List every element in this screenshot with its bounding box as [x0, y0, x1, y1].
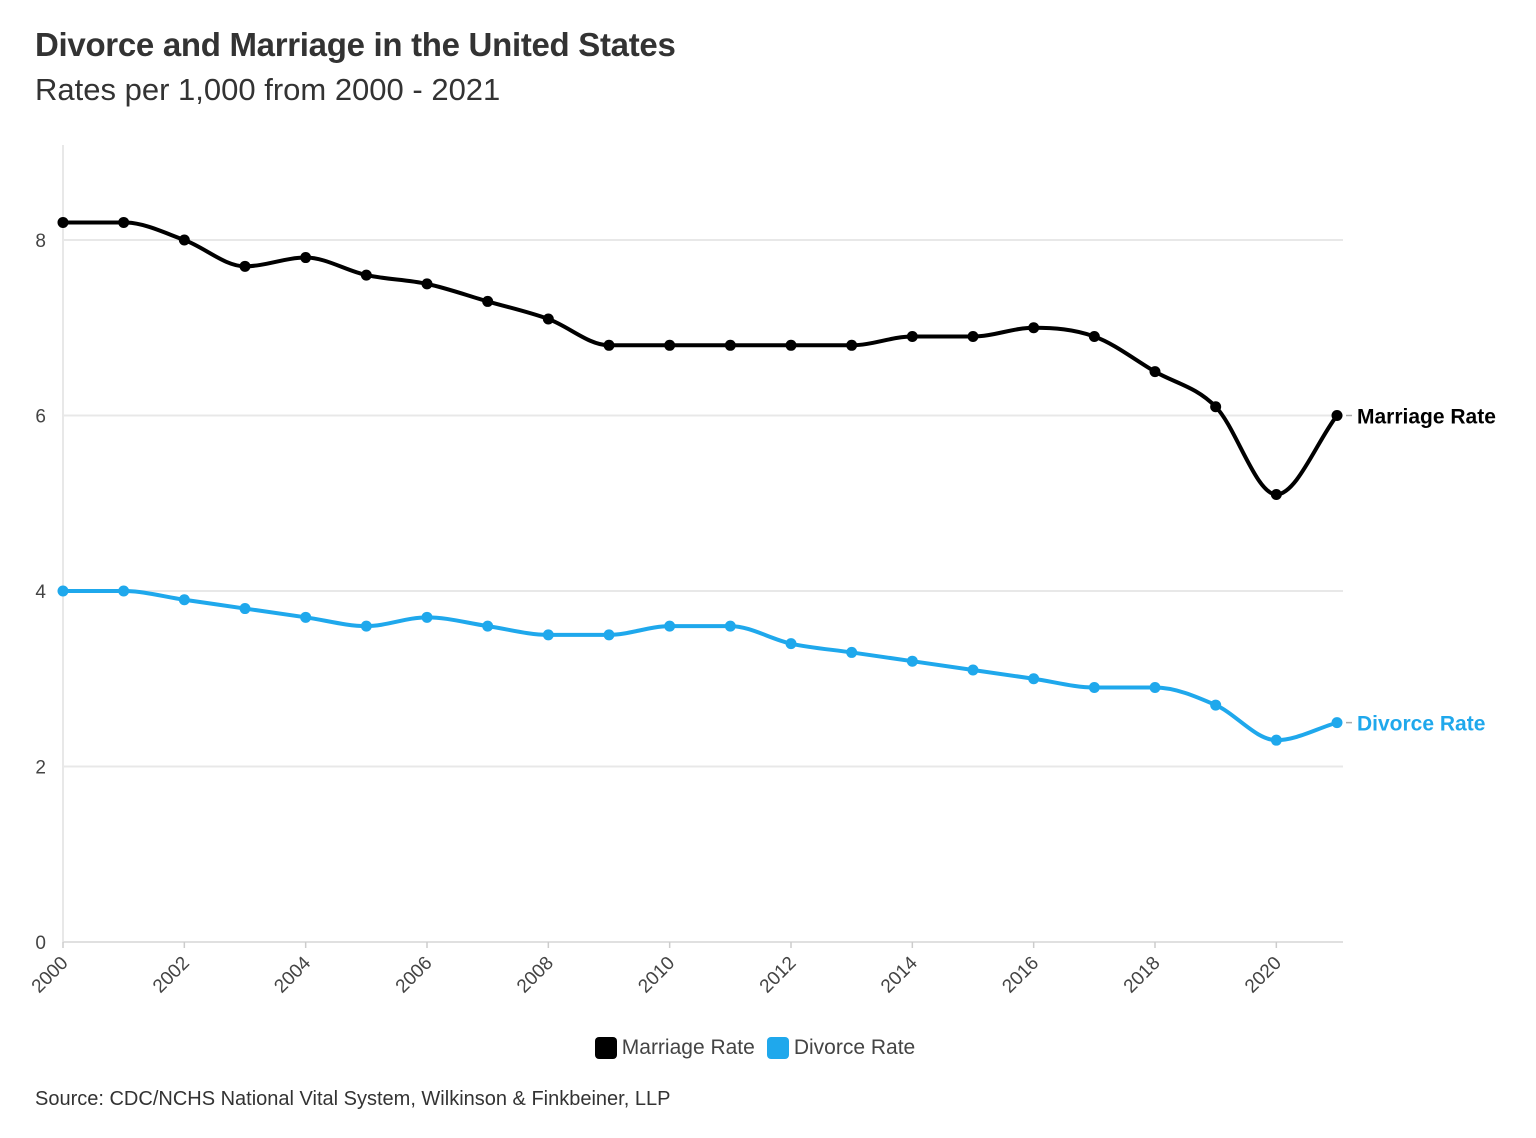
legend: Marriage Rate Divorce Rate [0, 1036, 1510, 1060]
series-end-label: Marriage Rate [1357, 406, 1496, 429]
x-tick-label: 2004 [270, 952, 315, 997]
chart-title: Divorce and Marriage in the United State… [35, 26, 676, 63]
x-tick-label: 2016 [998, 953, 1043, 998]
data-point [1210, 401, 1222, 413]
legend-label: Marriage Rate [621, 1036, 755, 1059]
data-point [421, 278, 433, 290]
x-tick-label: 2008 [513, 953, 558, 998]
x-tick-label: 2000 [28, 953, 73, 998]
data-point [300, 252, 312, 264]
data-point [178, 594, 190, 606]
data-point [1270, 734, 1282, 746]
y-tick-label: 4 [35, 582, 46, 603]
x-tick-label: 2006 [392, 953, 437, 998]
series-line-0 [62, 220, 1339, 497]
data-point [724, 620, 736, 632]
data-point [664, 339, 676, 351]
data-point [603, 339, 615, 351]
legend-item-marriage[interactable]: Marriage Rate [594, 1036, 755, 1060]
source-note: Source: CDC/NCHS National Vital System, … [35, 1088, 671, 1110]
data-point [603, 629, 615, 641]
data-point [664, 620, 676, 632]
y-tick-label: 2 [35, 758, 46, 779]
legend-swatch [766, 1037, 789, 1059]
series-end-label: Divorce Rate [1357, 713, 1485, 736]
data-point [1210, 699, 1222, 711]
data-point [239, 603, 251, 615]
data-point [118, 216, 130, 228]
data-point [1331, 410, 1343, 421]
x-tick-label: 2018 [1120, 953, 1165, 998]
x-tick-label: 2010 [634, 953, 679, 998]
data-point [178, 234, 190, 246]
data-point [724, 339, 736, 351]
data-point [967, 664, 979, 676]
data-point [1149, 366, 1161, 378]
chart-subtitle: Rates per 1,000 from 2000 - 2021 [35, 72, 501, 107]
data-point [785, 638, 797, 650]
data-point [482, 620, 494, 632]
data-point [1088, 331, 1100, 343]
data-point [57, 216, 69, 228]
data-point [1270, 488, 1282, 500]
legend-item-divorce[interactable]: Divorce Rate [766, 1036, 916, 1060]
series-line-1 [63, 589, 1338, 743]
data-point [785, 339, 797, 351]
data-point [1149, 682, 1161, 694]
data-point [542, 629, 554, 641]
data-point [906, 331, 918, 343]
y-tick-label: 0 [35, 933, 46, 954]
data-point [300, 611, 312, 623]
data-point [1331, 717, 1343, 729]
data-point [542, 313, 554, 325]
data-point [482, 295, 494, 307]
y-tick-label: 8 [35, 231, 46, 252]
data-point [906, 655, 918, 667]
data-point [421, 611, 433, 623]
data-point [967, 331, 979, 343]
data-point [846, 339, 858, 351]
data-point [239, 260, 251, 272]
data-point [1028, 673, 1040, 685]
x-tick-label: 2012 [756, 953, 801, 998]
data-point [846, 646, 858, 658]
data-point [57, 585, 69, 597]
x-tick-label: 2014 [877, 952, 922, 997]
legend-swatch [594, 1037, 617, 1059]
legend-label: Divorce Rate [793, 1036, 916, 1059]
data-point [1088, 682, 1100, 694]
data-point [360, 620, 372, 632]
x-tick-label: 2020 [1241, 953, 1286, 998]
data-point [360, 269, 372, 281]
data-point [1028, 322, 1040, 334]
x-tick-label: 2002 [149, 953, 194, 998]
data-point [118, 585, 130, 597]
y-tick-label: 6 [35, 407, 46, 428]
